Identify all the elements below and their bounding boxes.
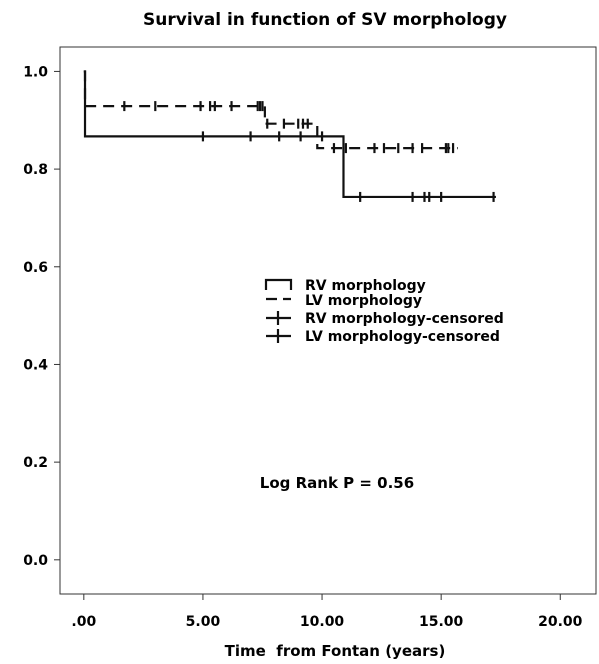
legend-swatch-rv — [264, 278, 293, 290]
y-tick-label: 0.2 — [23, 455, 48, 471]
chart-title: Survival in function of SV morphology — [143, 10, 507, 30]
survival-curve-lv — [83, 70, 458, 150]
legend-label-lv: LV morphology — [305, 293, 422, 309]
plot-frame — [59, 46, 597, 595]
x-axis-label: Time from Fontan (years) — [225, 642, 446, 660]
y-tick-label: 0.6 — [23, 260, 48, 276]
x-tick-label: 10.00 — [300, 614, 345, 630]
x-tick-label: 5.00 — [186, 614, 221, 630]
y-axis: 0.0 0.2 0.4 0.6 0.8 1.0 — [23, 64, 60, 569]
survival-curves — [83, 70, 496, 202]
x-tick-label: 15.00 — [419, 614, 464, 630]
legend-swatch-lv-censored — [266, 329, 291, 343]
legend-label-rv: RV morphology — [305, 278, 426, 294]
legend: RV morphology LV morphology RV morpholog… — [264, 278, 504, 345]
legend-swatch-rv-censored — [266, 311, 291, 325]
x-axis: .00 5.00 10.00 15.00 20.00 — [71, 594, 583, 630]
x-tick-label: 20.00 — [538, 614, 583, 630]
y-tick-label: 0.0 — [23, 553, 48, 569]
y-tick-label: 0.4 — [23, 357, 48, 373]
x-tick-label: .00 — [71, 614, 96, 630]
log-rank-annotation: Log Rank P = 0.56 — [260, 474, 414, 492]
y-tick-label: 1.0 — [23, 64, 48, 80]
legend-label-lv-censored: LV morphology-censored — [305, 329, 500, 345]
legend-label-rv-censored: RV morphology-censored — [305, 311, 504, 327]
y-tick-label: 0.8 — [23, 162, 48, 178]
survival-curve-rv — [83, 70, 496, 199]
